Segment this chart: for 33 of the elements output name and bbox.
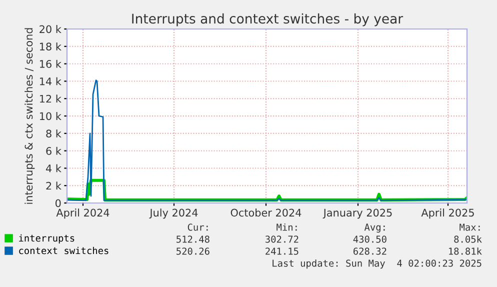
x-tick-label: January 2025 xyxy=(322,208,392,219)
x-tick-label: April 2025 xyxy=(421,208,474,219)
text: 512.48 xyxy=(176,236,210,243)
text: Max: xyxy=(460,224,480,231)
y-tick-label: 10 k xyxy=(40,112,62,120)
text: Cur: xyxy=(188,224,208,231)
text: 628.32 xyxy=(354,248,386,255)
y-tick-label: 12 k xyxy=(40,94,62,103)
x-tick-label: April 2024 xyxy=(56,208,110,219)
text: 430.50 xyxy=(353,236,386,243)
legend-label: interrupts xyxy=(19,234,74,244)
y-tick-label: 14 k xyxy=(40,77,62,86)
y-tick-label: 4 k xyxy=(46,164,62,172)
text: Avg: xyxy=(364,224,385,233)
text: 302.72 xyxy=(266,236,298,243)
text: 18.81k xyxy=(449,247,482,255)
y-tick-label: 18 k xyxy=(40,42,62,51)
text: 8.05k xyxy=(454,235,482,243)
y-tick-label: 16 k xyxy=(40,60,62,68)
text: 520.26 xyxy=(176,248,210,255)
y-tick-label: 2 k xyxy=(46,182,62,190)
text: Last update: Sun May 4 02:00:23 2025 xyxy=(272,259,482,269)
x-tick-label: July 2024 xyxy=(149,208,198,219)
y-tick-label: 8 k xyxy=(46,129,62,138)
y-axis-title: interrupts & ctx switches / second xyxy=(24,28,35,204)
x-tick-label: October 2024 xyxy=(230,208,302,217)
text: 241.15 xyxy=(266,248,298,255)
chart-title: Interrupts and context switches - by year xyxy=(132,13,404,26)
y-tick-label: 6 k xyxy=(46,146,62,155)
text: Min: xyxy=(276,223,297,231)
y-tick-label: 20 k xyxy=(40,25,62,34)
y-tick-label: 0 xyxy=(56,199,61,208)
legend-label: context switches xyxy=(19,246,108,254)
